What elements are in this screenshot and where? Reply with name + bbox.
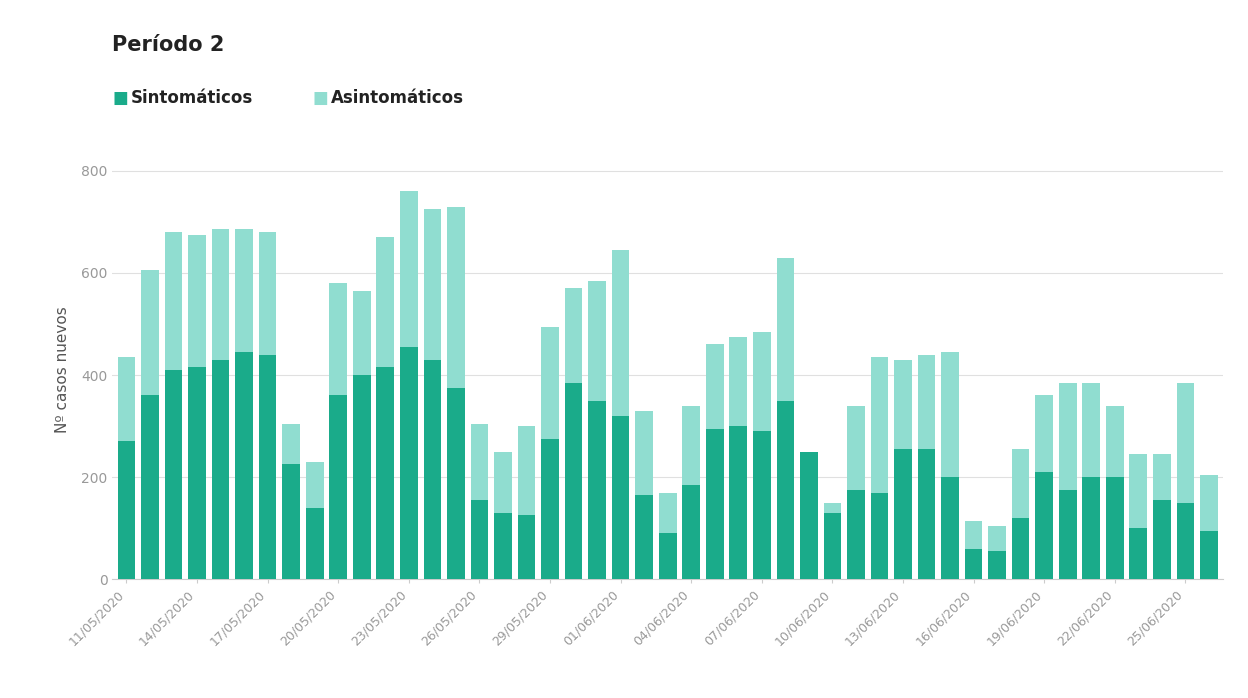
Bar	[847, 406, 865, 490]
Bar	[470, 500, 488, 579]
Bar	[729, 426, 748, 579]
Bar	[824, 503, 841, 513]
Text: Asintomáticos: Asintomáticos	[331, 89, 464, 107]
Bar	[423, 359, 442, 579]
Bar	[1106, 477, 1123, 579]
Bar	[894, 359, 912, 449]
Bar	[1082, 383, 1099, 477]
Bar	[941, 477, 958, 579]
Bar	[917, 449, 935, 579]
Text: Sintomáticos: Sintomáticos	[131, 89, 253, 107]
Bar	[1129, 528, 1147, 579]
Bar	[965, 521, 982, 549]
Bar	[753, 332, 770, 431]
Bar	[729, 336, 748, 426]
Bar	[588, 281, 607, 401]
Bar	[258, 232, 277, 355]
Bar	[282, 464, 300, 579]
Bar	[683, 485, 700, 579]
Bar	[894, 449, 912, 579]
Bar	[401, 347, 418, 579]
Bar	[824, 513, 841, 579]
Bar	[306, 508, 323, 579]
Bar	[258, 355, 277, 579]
Bar	[401, 191, 418, 347]
Bar	[683, 406, 700, 485]
Bar	[565, 288, 583, 383]
Bar	[635, 411, 653, 495]
Bar	[377, 237, 394, 367]
Text: ■: ■	[312, 89, 328, 107]
Bar	[941, 352, 958, 477]
Bar	[542, 327, 559, 439]
Bar	[1012, 518, 1030, 579]
Bar	[494, 452, 512, 513]
Bar	[236, 230, 253, 352]
Bar	[377, 367, 394, 579]
Bar	[188, 367, 206, 579]
Bar	[753, 431, 770, 579]
Text: ■: ■	[112, 89, 129, 107]
Bar	[1058, 490, 1077, 579]
Bar	[776, 258, 794, 401]
Bar	[635, 495, 653, 579]
Bar	[1177, 383, 1194, 503]
Bar	[117, 441, 135, 579]
Bar	[141, 270, 158, 396]
Bar	[1201, 530, 1218, 579]
Bar	[212, 230, 230, 359]
Bar	[1177, 503, 1194, 579]
Bar	[988, 551, 1006, 579]
Bar	[706, 344, 724, 429]
Bar	[141, 396, 158, 579]
Bar	[329, 396, 347, 579]
Bar	[518, 426, 535, 516]
Bar	[612, 250, 629, 416]
Bar	[588, 401, 607, 579]
Bar	[353, 291, 371, 375]
Bar	[470, 424, 488, 500]
Bar	[117, 357, 135, 441]
Bar	[306, 462, 323, 508]
Bar	[494, 513, 512, 579]
Bar	[776, 401, 794, 579]
Bar	[1201, 475, 1218, 530]
Bar	[1036, 472, 1053, 579]
Bar	[188, 235, 206, 367]
Bar	[659, 533, 676, 579]
Bar	[706, 429, 724, 579]
Text: Período 2: Período 2	[112, 35, 225, 55]
Bar	[447, 207, 464, 388]
Bar	[612, 416, 629, 579]
Bar	[847, 490, 865, 579]
Bar	[353, 375, 371, 579]
Bar	[542, 439, 559, 579]
Bar	[1153, 454, 1171, 500]
Bar	[165, 370, 182, 579]
Bar	[518, 516, 535, 579]
Bar	[1012, 449, 1030, 518]
Bar	[871, 493, 889, 579]
Y-axis label: Nº casos nuevos: Nº casos nuevos	[55, 306, 70, 433]
Bar	[871, 357, 889, 493]
Bar	[282, 424, 300, 464]
Bar	[988, 526, 1006, 551]
Bar	[917, 355, 935, 449]
Bar	[1106, 406, 1123, 477]
Bar	[236, 352, 253, 579]
Bar	[447, 388, 464, 579]
Bar	[800, 452, 817, 579]
Bar	[565, 383, 583, 579]
Bar	[165, 232, 182, 370]
Bar	[212, 359, 230, 579]
Bar	[659, 493, 676, 533]
Bar	[1036, 396, 1053, 472]
Bar	[329, 283, 347, 396]
Bar	[965, 549, 982, 579]
Bar	[1153, 500, 1171, 579]
Bar	[1129, 454, 1147, 528]
Bar	[1058, 383, 1077, 490]
Bar	[1082, 477, 1099, 579]
Bar	[423, 209, 442, 359]
